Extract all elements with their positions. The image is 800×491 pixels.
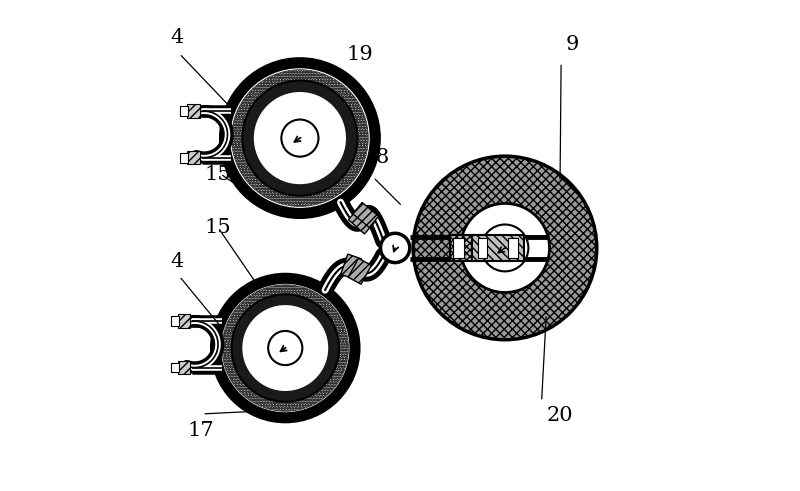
Circle shape <box>222 60 378 216</box>
Circle shape <box>413 156 597 340</box>
Circle shape <box>222 285 349 411</box>
Text: 19: 19 <box>346 45 373 64</box>
Bar <box>187 151 200 164</box>
Bar <box>178 361 190 375</box>
Text: 17: 17 <box>188 421 214 440</box>
Text: 9: 9 <box>566 35 579 54</box>
Polygon shape <box>353 202 378 227</box>
Circle shape <box>268 331 302 365</box>
Polygon shape <box>341 254 362 279</box>
Circle shape <box>242 81 358 196</box>
Circle shape <box>225 63 375 214</box>
Bar <box>187 105 200 118</box>
Polygon shape <box>348 258 371 284</box>
Text: 4: 4 <box>170 28 184 47</box>
Bar <box>178 314 190 328</box>
Circle shape <box>381 233 410 263</box>
Bar <box>453 238 463 258</box>
Bar <box>474 238 484 258</box>
Circle shape <box>461 203 550 293</box>
Text: 4: 4 <box>170 252 184 272</box>
Circle shape <box>231 70 368 206</box>
Circle shape <box>254 92 346 184</box>
Text: 20: 20 <box>546 406 573 425</box>
Circle shape <box>231 294 339 402</box>
Text: 8: 8 <box>375 147 389 166</box>
Text: 15: 15 <box>205 164 231 184</box>
Circle shape <box>213 276 358 420</box>
Circle shape <box>482 224 529 272</box>
Bar <box>171 316 178 326</box>
Bar <box>180 153 188 163</box>
Circle shape <box>282 119 318 157</box>
Bar <box>180 107 188 116</box>
Bar <box>509 238 518 258</box>
Bar <box>478 238 487 258</box>
Polygon shape <box>348 209 374 234</box>
Text: 15: 15 <box>205 218 231 237</box>
Circle shape <box>242 305 328 391</box>
Bar <box>472 235 523 261</box>
Bar <box>450 235 486 261</box>
Circle shape <box>215 278 355 418</box>
Bar <box>171 363 178 373</box>
